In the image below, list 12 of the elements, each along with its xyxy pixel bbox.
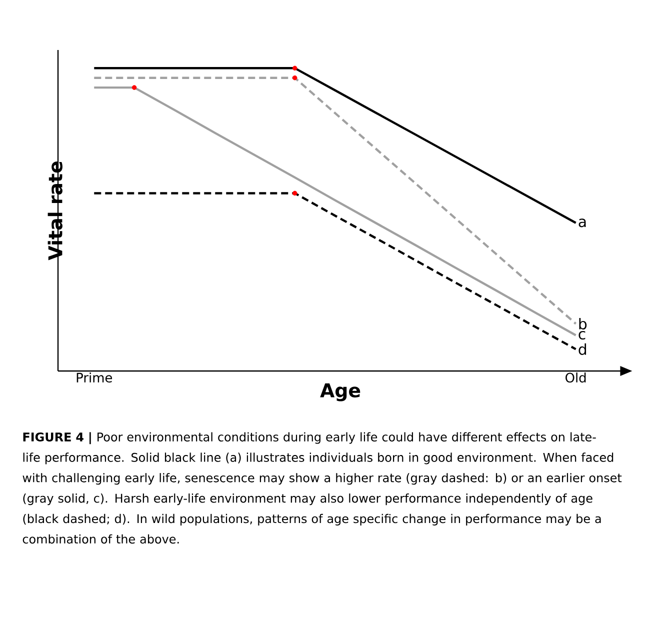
x-axis-title: Age	[320, 383, 360, 402]
point	[292, 66, 298, 71]
text: FIGURE 4 | Poor environmental conditions during early life could have different effects on late-life performance. Solid black line (a) illustrates individuals born in good environment. When faced with challenging early life, senescence may show a higher rate (gray dashed: b) or an earlier onset (gray solid, c). Harsh early-life environment may also lower performance independently of age (black dashed; d). In wild populations, patterns of age specific change in performance may be a combination of the above.	[22, 432, 622, 544]
point	[292, 75, 298, 80]
series-label: c	[578, 330, 586, 340]
series-label: d	[578, 343, 586, 355]
point	[292, 190, 298, 196]
series-label: b	[579, 318, 587, 330]
point	[132, 85, 137, 90]
x-tick-label: Old	[566, 372, 586, 383]
x-tick-label: Prime	[76, 372, 112, 383]
series-label: a	[578, 218, 586, 228]
